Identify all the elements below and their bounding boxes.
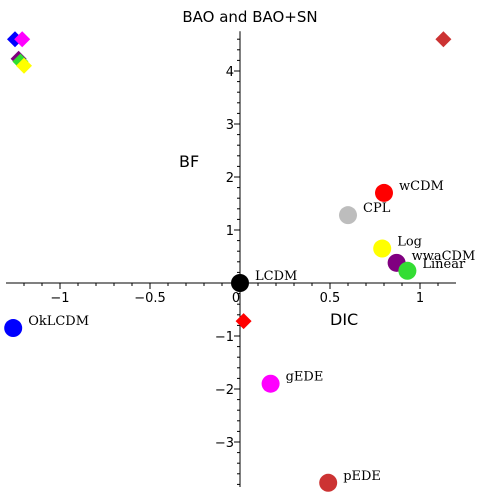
point-label: gEDE (286, 370, 324, 385)
x-tick-label: 0 (232, 291, 240, 306)
y-tick-label: −1 (215, 330, 234, 345)
y-tick-label: −3 (215, 436, 234, 451)
point-label: pEDE (343, 469, 381, 484)
point-label: OkLCDM (28, 314, 89, 329)
chart-title: BAO and BAO+SN (182, 8, 317, 26)
point-label: LCDM (255, 269, 297, 284)
y-axis-label: BF (179, 152, 199, 171)
scatter-point (339, 206, 357, 225)
x-tick-label: −1 (50, 291, 69, 306)
point-label: CPL (363, 201, 391, 216)
y-tick-label: −2 (215, 383, 234, 398)
diamond-marker (16, 57, 32, 74)
y-tick-label: 3 (226, 118, 234, 133)
x-axis-label: DIC (330, 310, 358, 329)
x-tick-label: 0.5 (320, 291, 341, 306)
y-tick-label: 1 (226, 224, 234, 239)
diamond-marker (435, 31, 452, 48)
axis-ticks: −1 −0.5 0 0.5 1 −3 −2 −1 1 2 3 4 (23, 38, 439, 485)
y-tick-label: 4 (226, 65, 234, 80)
point-label: wCDM (399, 179, 444, 194)
scatter-point (4, 319, 23, 338)
point-label: Log (397, 235, 422, 250)
y-tick-label: 2 (226, 171, 234, 186)
scatter-point (375, 183, 393, 202)
scatter-point (261, 374, 280, 393)
scatter-point (231, 274, 249, 292)
point-label: Linear (422, 257, 466, 272)
scatter-point (398, 261, 417, 280)
data-marks (4, 31, 452, 492)
scatter-point (373, 239, 392, 258)
x-tick-label: 1 (416, 291, 424, 306)
point-label: wwaCDM (412, 249, 476, 264)
x-tick-label: −0.5 (134, 291, 166, 306)
diamond-marker (14, 31, 31, 48)
scatter-point (319, 473, 338, 492)
diamond-marker (235, 313, 252, 330)
